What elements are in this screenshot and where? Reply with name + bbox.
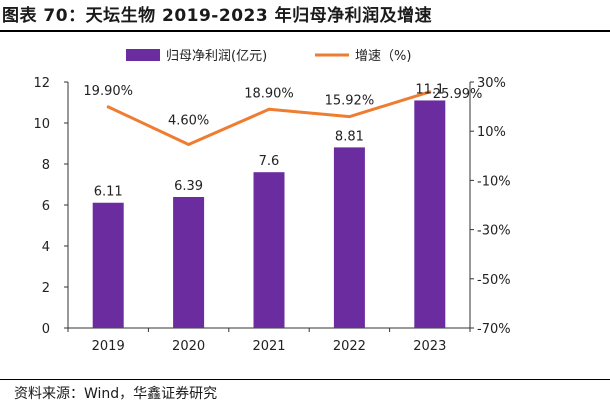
title-rule: [0, 30, 610, 32]
x-tick-label: 2020: [172, 339, 205, 354]
bar-value-label: 8.81: [335, 129, 364, 144]
y-left-tick-label: 4: [42, 240, 50, 255]
y-left-tick-label: 0: [42, 322, 50, 337]
growth-point: [267, 107, 271, 111]
bar-value-label: 11.1: [415, 82, 444, 97]
legend-swatch-bar: [126, 49, 160, 61]
y-right-tick-label: -50%: [477, 273, 511, 288]
bar: [92, 202, 124, 328]
axes: 0 2 4 6 8 10 12 -70% -50% -30% -10% 10% 30% 2019 2020 2…: [33, 76, 510, 354]
bar-value-label: 6.39: [174, 179, 203, 194]
growth-value-label: 19.90%: [83, 84, 133, 99]
bar-series: [92, 100, 446, 328]
x-tick-label: 2022: [333, 339, 366, 354]
y-right-tick-label: 30%: [477, 76, 506, 91]
source-rule: [0, 379, 610, 380]
growth-point: [187, 142, 191, 146]
growth-value-label: 4.60%: [168, 113, 209, 128]
growth-value-label: 18.90%: [244, 86, 294, 101]
bar: [333, 147, 365, 328]
growth-point: [106, 105, 110, 109]
growth-point: [347, 115, 351, 119]
growth-point: [428, 90, 432, 94]
x-tick-label: 2023: [413, 339, 446, 354]
x-tick-label: 2021: [252, 339, 285, 354]
y-left-tick-label: 12: [33, 76, 50, 91]
y-right-tick-label: -10%: [477, 174, 511, 189]
growth-value-label: 15.92%: [325, 94, 375, 109]
bar-value-label: 6.11: [94, 185, 123, 200]
bar: [173, 197, 205, 328]
source-note: 资料来源：Wind，华鑫证券研究: [14, 386, 218, 402]
bar: [414, 100, 446, 328]
y-right-tick-label: -70%: [477, 322, 511, 337]
legend: 归母净利润(亿元) 增速（%): [126, 49, 411, 64]
y-left-tick-label: 8: [42, 158, 50, 173]
y-left-tick-label: 2: [42, 281, 50, 296]
legend-label-line: 增速（%): [355, 49, 411, 64]
data-labels: 6.11 6.39 7.6 8.81 11.1 19.90% 4.60% 18.90% 15.9…: [83, 82, 482, 199]
legend-label-bar: 归母净利润(亿元): [166, 49, 267, 64]
x-tick-label: 2019: [92, 339, 125, 354]
y-left-tick-label: 6: [42, 199, 50, 214]
growth-value-label: 25.99%: [433, 87, 483, 102]
y-left-tick-label: 10: [33, 117, 50, 132]
line-series: [106, 90, 432, 146]
y-right-tick-label: 10%: [477, 125, 506, 140]
bar: [253, 172, 285, 328]
y-right-tick-label: -30%: [477, 224, 511, 239]
bar-value-label: 7.6: [259, 154, 280, 169]
figure-title: 图表 70：天坛生物 2019-2023 年归母净利润及增速: [2, 6, 433, 26]
